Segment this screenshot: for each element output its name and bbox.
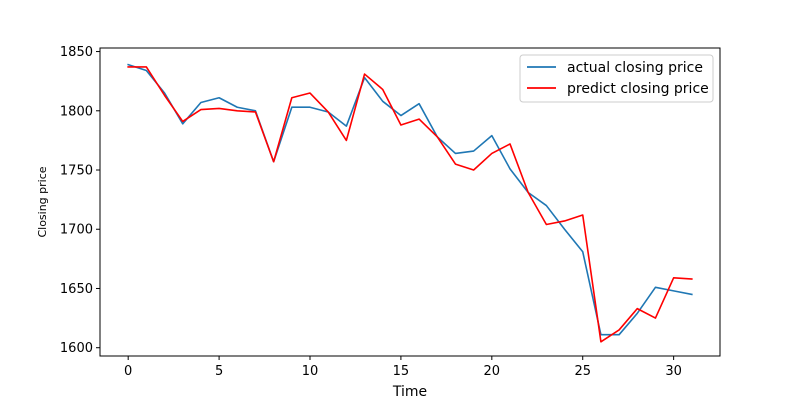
x-tick-label: 0: [124, 364, 132, 379]
legend-label-actual: actual closing price: [567, 60, 703, 76]
y-tick-label: 1850: [60, 45, 93, 60]
x-axis-label: Time: [392, 384, 427, 400]
y-tick-label: 1750: [60, 164, 93, 179]
x-tick-label: 20: [484, 364, 501, 379]
x-tick-label: 30: [665, 364, 682, 379]
legend: actual closing price predict closing pric…: [520, 55, 713, 102]
x-tick-label: 5: [215, 364, 223, 379]
y-tick-label: 1650: [60, 282, 93, 297]
y-tick-label: 1600: [60, 341, 93, 356]
y-tick-label: 1700: [60, 223, 93, 238]
y-axis-label: Closing price: [36, 166, 49, 237]
x-tick-label: 15: [393, 364, 410, 379]
x-tick-label: 25: [574, 364, 591, 379]
x-tick-label: 10: [302, 364, 319, 379]
y-tick-label: 1800: [60, 104, 93, 119]
legend-label-predict: predict closing price: [567, 81, 709, 97]
